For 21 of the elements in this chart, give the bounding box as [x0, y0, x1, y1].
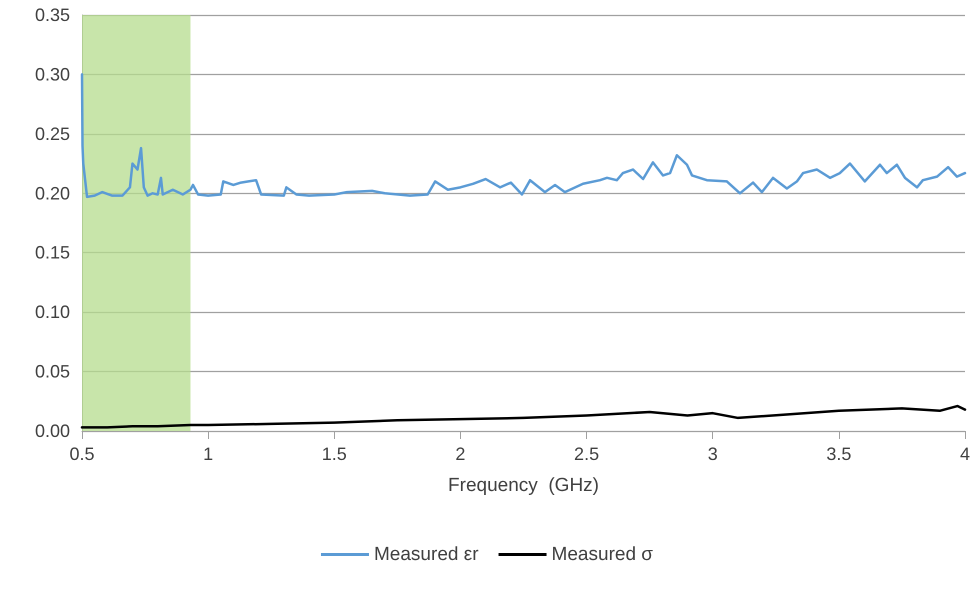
y-tick-label: 0.05	[34, 362, 70, 382]
y-tick-label: 0.25	[34, 124, 70, 144]
x-tick-label: 2	[455, 444, 466, 464]
legend-label: Measured εr	[374, 544, 480, 565]
line-series	[80, 404, 966, 429]
x-tick-label: 3.5	[826, 444, 852, 464]
y-tick-label: 0.10	[34, 302, 70, 322]
legend-label: Measured σ	[552, 544, 654, 565]
x-tick-label: 1	[203, 444, 214, 464]
x-tick-label: 2.5	[574, 444, 600, 464]
x-tick-label: 4	[960, 444, 970, 464]
x-tick-label: 3	[708, 444, 718, 464]
y-tick-label: 0.15	[34, 242, 70, 263]
line-series	[80, 73, 966, 198]
y-tick-label: 0.00	[34, 421, 70, 441]
x-tick-label: 0.5	[69, 444, 95, 464]
x-tick-label: 1.5	[322, 444, 347, 464]
x-axis-title: Frequency (GHz)	[448, 475, 599, 496]
y-tick-label: 0.30	[34, 64, 70, 84]
y-tick-label: 0.20	[34, 183, 70, 204]
y-tick-label: 0.35	[34, 5, 70, 25]
